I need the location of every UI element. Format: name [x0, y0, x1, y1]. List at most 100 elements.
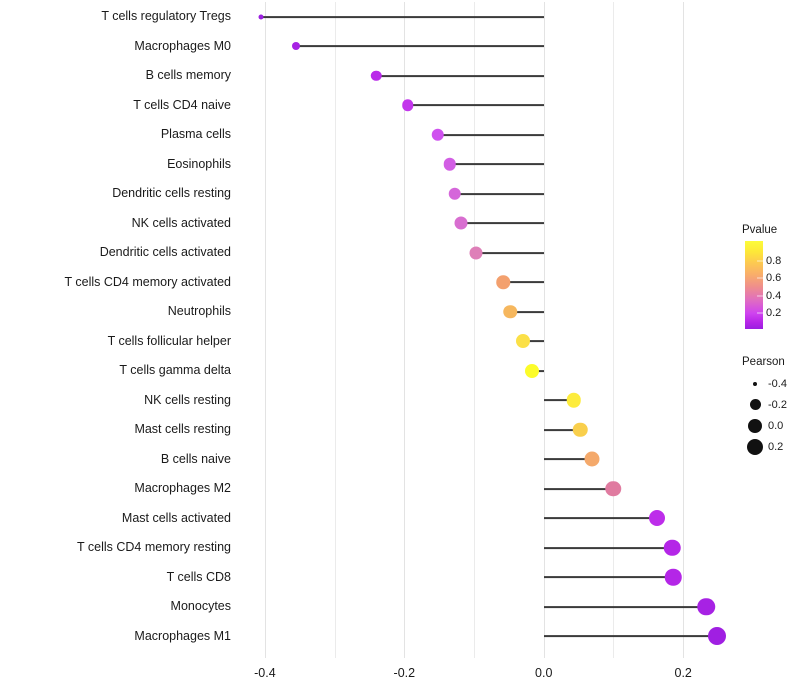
y-axis-label: B cells naive — [160, 451, 231, 466]
lollipop-stem — [543, 517, 657, 520]
lollipop-stem — [543, 458, 592, 461]
lollipop-stem — [543, 428, 580, 431]
lollipop-row — [237, 297, 732, 327]
lollipop-point[interactable] — [292, 42, 301, 51]
lollipop-point[interactable] — [605, 481, 622, 497]
lollipop-stem — [449, 163, 544, 166]
colorbar-tick-label: 0.4 — [766, 289, 782, 302]
lollipop-row — [237, 533, 732, 563]
lollipop-point[interactable] — [584, 451, 600, 467]
lollipop-row — [237, 179, 732, 209]
lollipop-stem — [503, 281, 544, 284]
colorbar-tick-mark — [757, 312, 763, 314]
lollipop-point[interactable] — [402, 99, 414, 111]
gridline-major — [543, 2, 545, 658]
gridline-major — [404, 2, 406, 658]
pearson-legend-title: Pearson — [742, 356, 785, 368]
lollipop-stem — [376, 74, 544, 77]
y-axis-label: NK cells resting — [144, 392, 231, 407]
gridline-minor — [334, 2, 336, 658]
pvalue-legend-title: Pvalue — [742, 224, 778, 236]
lollipop-stem — [437, 133, 544, 136]
lollipop-stem — [543, 399, 574, 402]
lollipop-row — [237, 238, 732, 268]
y-axis-label: Eosinophils — [167, 156, 231, 171]
pearson-legend-rows: -0.4 -0.2 0.0 0.2 — [742, 373, 800, 457]
lollipop-point[interactable] — [443, 158, 456, 171]
legend-area: Pvalue 0.8 0.6 0.4 0.2 Pearson -0.4 -0.2 0.0 0… — [742, 224, 800, 474]
pearson-legend-label: -0.4 — [768, 377, 787, 390]
colorbar-tick-mark — [757, 260, 763, 262]
x-axis-tick-label: -0.2 — [393, 666, 416, 680]
lollipop-point[interactable] — [454, 216, 468, 230]
y-axis-label: Neutrophils — [167, 304, 231, 318]
lollipop-row — [237, 327, 732, 357]
pearson-legend-label: -0.2 — [768, 398, 787, 411]
lollipop-point[interactable] — [503, 305, 518, 319]
pearson-legend-row: 0.0 — [742, 415, 800, 436]
lollipop-stem — [543, 487, 614, 490]
pearson-size-legend: Pearson -0.4 -0.2 0.0 0.2 — [742, 356, 800, 457]
gridline-major — [683, 2, 685, 658]
lollipop-point[interactable] — [665, 569, 682, 586]
x-axis-tick-label: -0.4 — [254, 666, 276, 680]
lollipop-point[interactable] — [566, 393, 581, 408]
lollipop-stem — [261, 15, 544, 18]
pvalue-colorbar-block: 0.8 0.6 0.4 0.2 — [742, 241, 800, 333]
lollipop-stem — [296, 45, 544, 48]
gridline-minor — [613, 2, 615, 658]
lollipop-stem — [543, 576, 674, 579]
lollipop-row — [237, 209, 732, 239]
y-axis-label: T cells CD4 memory activated — [64, 274, 232, 289]
lollipop-row — [237, 32, 732, 62]
colorbar-tick-label: 0.8 — [766, 254, 782, 267]
pearson-legend-swatch-wrap — [742, 418, 768, 433]
lollipop-row — [237, 445, 732, 475]
lollipop-row — [237, 592, 732, 622]
lollipop-row — [237, 91, 732, 121]
lollipop-row — [237, 415, 732, 445]
lollipop-point[interactable] — [697, 598, 715, 616]
y-axis-label: Macrophages M1 — [134, 628, 231, 643]
lollipop-row — [237, 150, 732, 180]
lollipop-row — [237, 474, 732, 504]
y-axis-label: T cells regulatory Tregs — [101, 9, 231, 23]
lollipop-point[interactable] — [648, 510, 665, 527]
lollipop-point[interactable] — [496, 275, 511, 289]
pearson-legend-dot — [747, 438, 763, 455]
lollipop-point[interactable] — [663, 539, 681, 556]
y-axis-label: Dendritic cells activated — [99, 245, 231, 259]
lollipop-point[interactable] — [469, 246, 483, 260]
lollipop-point[interactable] — [515, 334, 530, 349]
y-axis-label: T cells follicular helper — [107, 333, 231, 348]
lollipop-stem — [543, 546, 673, 549]
lollipop-row — [237, 2, 732, 32]
lollipop-point[interactable] — [258, 14, 264, 20]
y-axis-label: Monocytes — [170, 599, 231, 613]
lollipop-stem — [543, 635, 718, 638]
lollipop-row — [237, 268, 732, 298]
y-axis-label: T cells gamma delta — [119, 363, 231, 377]
x-axis-tick-label: 0.0 — [535, 666, 553, 680]
lollipop-point[interactable] — [448, 187, 461, 200]
lollipop-row — [237, 386, 732, 416]
y-axis-category-labels: T cells regulatory Tregs Macrophages M0 B … — [0, 2, 232, 658]
lollipop-point[interactable] — [572, 422, 588, 437]
pearson-legend-dot — [748, 418, 762, 433]
colorbar-tick-label: 0.6 — [766, 272, 782, 285]
pvalue-color-legend: Pvalue 0.8 0.6 0.4 0.2 — [742, 224, 800, 333]
pvalue-colorbar — [745, 241, 763, 329]
lollipop-row — [237, 356, 732, 386]
lollipop-point[interactable] — [708, 627, 727, 646]
pearson-legend-row: -0.2 — [742, 394, 800, 415]
lollipop-point[interactable] — [431, 128, 445, 141]
lollipop-stem — [476, 251, 544, 254]
colorbar-tick-label: 0.2 — [766, 307, 782, 320]
x-axis: -0.4 -0.2 0.0 0.2 — [237, 658, 732, 688]
gridline-minor — [474, 2, 476, 658]
lollipop-point[interactable] — [371, 70, 382, 81]
lollipop-row — [237, 622, 732, 652]
lollipop-point[interactable] — [524, 363, 539, 378]
y-axis-label: T cells CD8 — [166, 569, 231, 584]
